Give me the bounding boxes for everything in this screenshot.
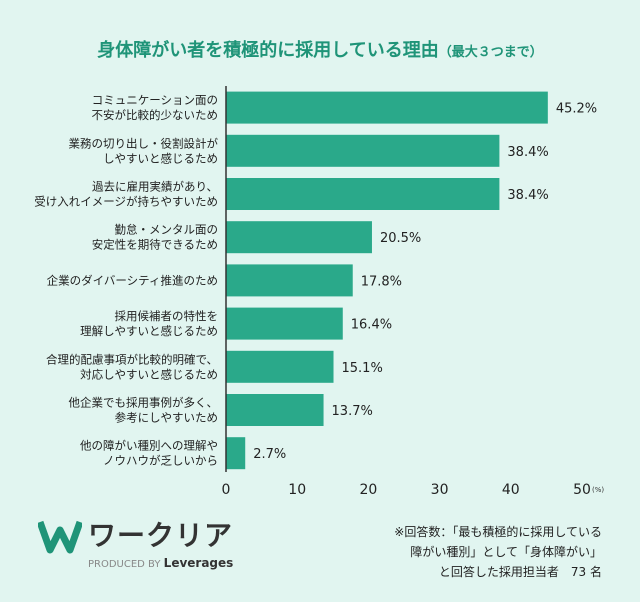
category-label: 安定性を期待できるため [92,238,218,252]
value-label: 20.5% [380,231,421,246]
bar [226,350,334,383]
x-unit-label: (%) [592,486,604,494]
category-label: しやすいと感じるため [103,151,218,165]
x-tick-label: 40 [502,482,520,498]
logo-produced-by: PRODUCED BY Leverages [88,556,233,570]
bar [226,134,500,167]
category-label: 企業のダイバーシティ推進のため [47,273,218,287]
category-label: 過去に雇用実績があり、 [92,180,218,194]
category-label: 対応しやすいと感じるため [80,367,218,381]
note-line: 障がい種別」として「身体障がい」 [410,545,602,559]
title-text: 身体障がい者を積極的に採用している理由 [97,40,439,61]
value-label: 17.8% [361,274,402,289]
chart-title: 身体障がい者を積極的に採用している理由（最大３つまで） [0,36,640,62]
category-label: 採用候補者の特性を [115,309,219,323]
category-label: 不安が比較的少ないため [92,108,219,122]
category-label: 合理的配慮事項が比較的明確で、 [46,352,218,366]
value-label: 15.1% [342,361,383,376]
category-label: 他企業でも採用事例が多く、 [69,396,219,410]
value-label: 16.4% [351,318,392,333]
x-tick-label: 0 [222,482,231,498]
value-label: 38.4% [507,145,548,160]
company-name: Leverages [163,556,234,570]
value-label: 2.7% [253,447,286,462]
x-tick-label: 30 [431,482,449,498]
category-label: 勤怠・メンタル面の [115,223,219,237]
footnote: ※回答数：「最も積極的に採用している 障がい種別」として「身体障がい」 と回答し… [394,522,602,582]
value-label: 38.4% [507,188,548,203]
category-label: 理解しやすいと感じるため [80,324,218,338]
bar [226,91,548,124]
category-label: コミュニケーション面の [92,93,218,107]
logo-wordmark: ワークリア [88,519,234,552]
bar [226,307,343,340]
bar [226,394,324,426]
x-tick-label: 10 [288,482,306,498]
category-label: 他の障がい種別への理解や [80,439,218,453]
note-line: と回答した採用担当者 73 名 [438,565,602,579]
category-label: 受け入れイメージが持ちやすいため [34,195,218,209]
bar [226,437,246,470]
workclear-logo: ワークリア PRODUCED BY Leverages [36,518,233,570]
bar [226,221,372,254]
logo-w-icon [36,520,84,554]
category-label: 業務の切り出し・役割設計が [69,136,219,150]
value-label: 13.7% [332,404,373,419]
note-line: ※回答数：「最も積極的に採用している [394,525,602,539]
produced-by-text: PRODUCED BY [88,559,161,570]
x-tick-label: 20 [359,482,377,498]
x-tick-label: 50 [573,482,591,498]
value-label: 45.2% [556,102,597,117]
bar [226,264,353,297]
title-subtitle: （最大３つまで） [438,45,543,60]
category-label: 参考にしやすいため [115,411,218,425]
bar [226,178,500,210]
category-label: ノウハウが乏しいから [103,454,218,468]
